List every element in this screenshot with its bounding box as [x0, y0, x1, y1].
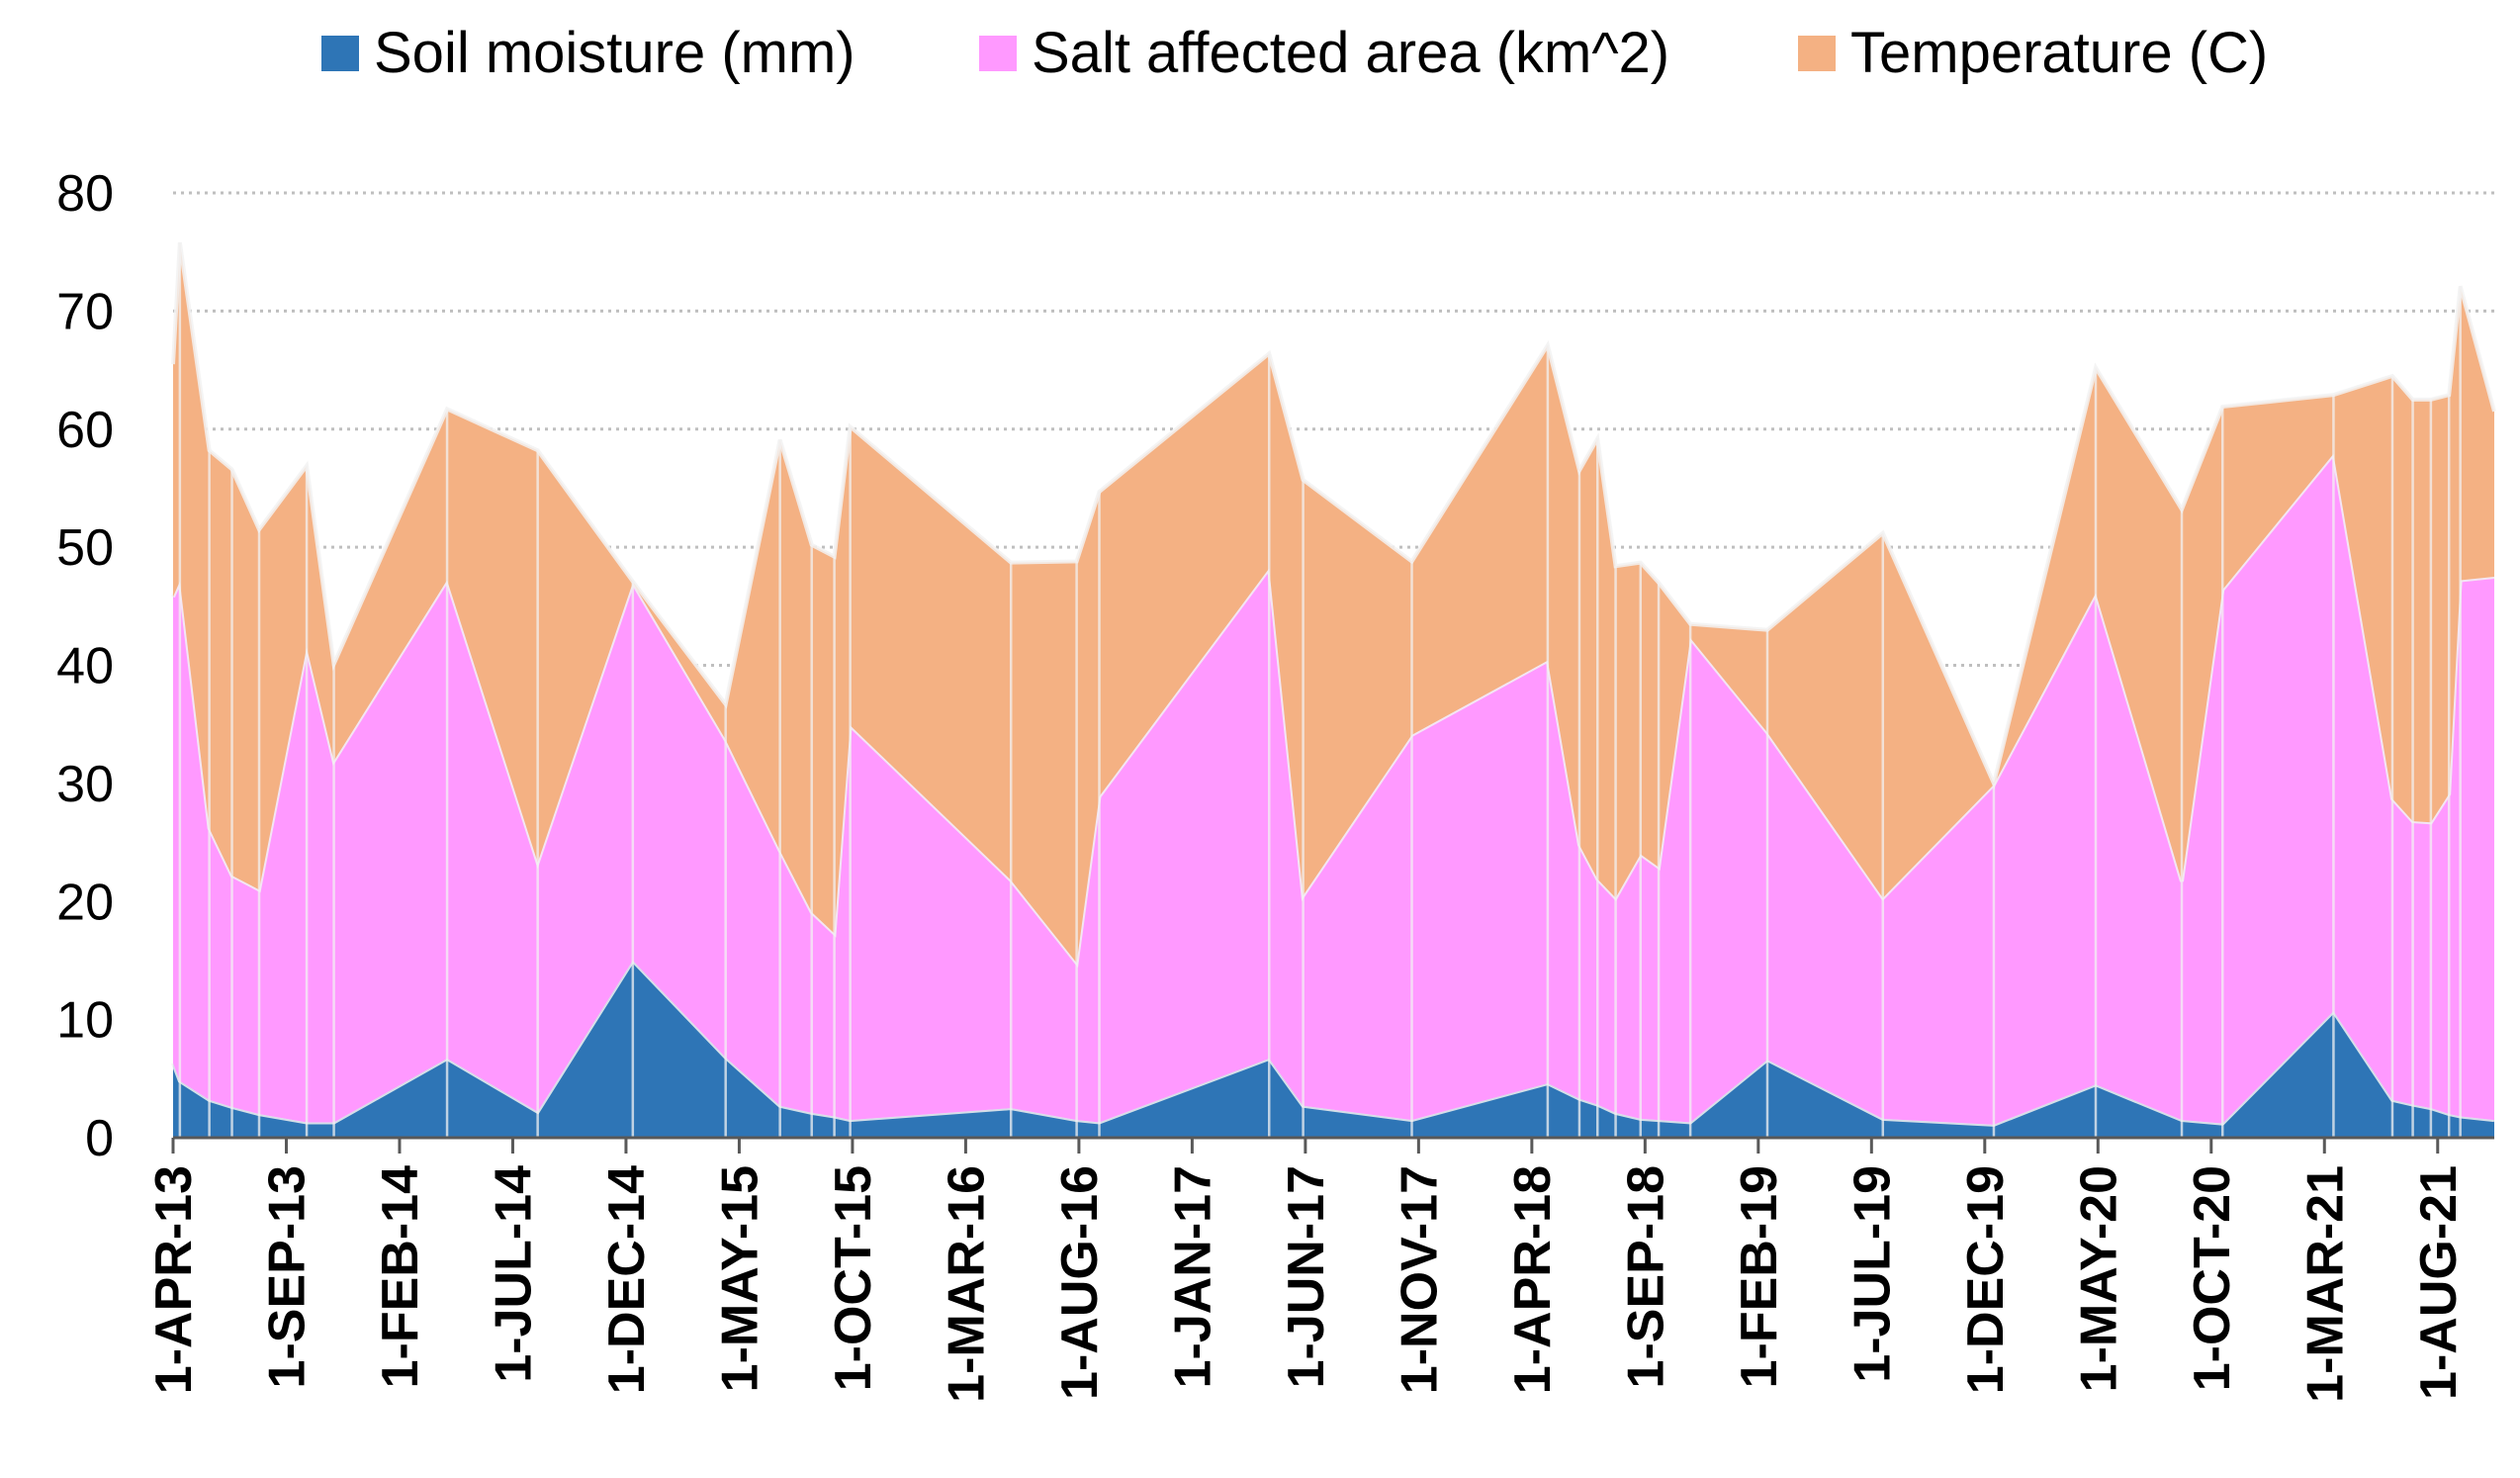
x-tick-label: 1-SEP-13 [258, 1165, 315, 1388]
y-tick-label: 20 [56, 874, 114, 931]
x-tick-label: 1-MAY-15 [711, 1165, 768, 1392]
area-soil-moisture [173, 960, 2494, 1138]
x-tick-label: 1-MAY-20 [2070, 1165, 2127, 1392]
series-areas [171, 241, 2496, 1138]
x-tick-label: 1-JUN-17 [1278, 1165, 1335, 1388]
area-salt-affected-area [173, 453, 2494, 1125]
y-tick-label: 30 [56, 756, 114, 813]
x-tick-label: 1-JUL-14 [485, 1165, 542, 1383]
legend-label-soil-moisture: Soil moisture (mm) [374, 21, 855, 85]
x-tick-label: 1-SEP-18 [1617, 1165, 1674, 1388]
x-tick-label: 1-JAN-17 [1164, 1165, 1221, 1388]
x-tick-label: 1-JUL-19 [1844, 1165, 1901, 1383]
y-tick-label: 70 [56, 283, 114, 340]
legend-item-temperature: Temperature (C) [1798, 21, 2268, 85]
x-tick-label: 1-MAR-16 [938, 1165, 995, 1403]
legend-swatch-salt-affected-area [979, 36, 1017, 71]
x-tick-label: 1-APR-13 [145, 1165, 203, 1394]
area-temperature [173, 242, 2494, 964]
x-tick-label: 1-AUG-21 [2410, 1165, 2468, 1400]
y-tick-label: 80 [56, 165, 114, 223]
legend-label-temperature: Temperature (C) [1850, 21, 2268, 85]
observation-dividers [178, 242, 2462, 1138]
legend-item-soil-moisture: Soil moisture (mm) [321, 21, 855, 85]
x-tick-label: 1-OCT-15 [825, 1165, 882, 1391]
legend-item-salt-affected-area: Salt affected area (km^2) [979, 21, 1669, 85]
legend: Soil moisture (mm) Salt affected area (k… [321, 21, 2268, 85]
legend-swatch-soil-moisture [321, 36, 359, 71]
x-tick-label: 1-DEC-19 [1957, 1165, 2015, 1394]
x-tick-label: 1-MAR-21 [2296, 1165, 2354, 1403]
y-tick-label: 10 [56, 992, 114, 1050]
legend-label-salt-affected-area: Salt affected area (km^2) [1032, 21, 1669, 85]
y-tick-label: 50 [56, 519, 114, 577]
x-tick-label: 1-NOV-17 [1391, 1165, 1448, 1394]
y-tick-label: 0 [85, 1110, 114, 1167]
x-tick-label: 1-FEB-19 [1731, 1165, 1788, 1388]
x-tick-label: 1-OCT-20 [2184, 1165, 2241, 1391]
y-tick-label: 40 [56, 638, 114, 695]
y-tick-label: 60 [56, 402, 114, 459]
x-tick-label: 1-AUG-16 [1051, 1165, 1109, 1400]
x-tick-label: 1-APR-18 [1504, 1165, 1562, 1394]
x-axis: 1-APR-13 1-SEP-13 1-FEB-14 1-JUL-14 1-DEC-14… [145, 1136, 2494, 1403]
legend-swatch-temperature [1798, 36, 1836, 71]
x-tick-label: 1-DEC-14 [598, 1165, 656, 1394]
y-axis: 0 10 20 30 40 50 60 70 80 [56, 165, 114, 1167]
x-tick-label: 1-FEB-14 [372, 1165, 429, 1388]
